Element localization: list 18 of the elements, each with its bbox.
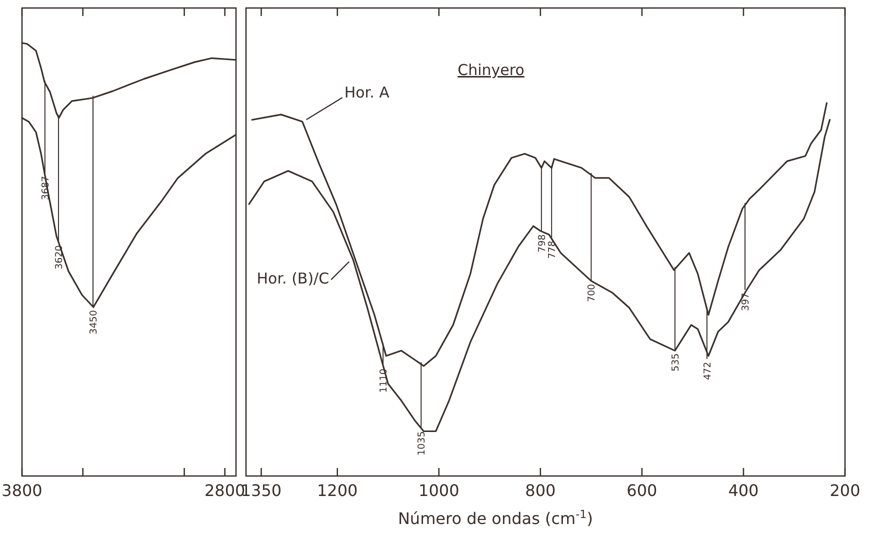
x-tick-label: 600 [626,481,658,500]
annotation: 472 [702,362,714,380]
annotation: 1035 [416,431,428,456]
x-axis-title: Número de ondas (cm$^{-1}$) [398,508,594,528]
annotation: 3450 [88,310,100,334]
x-tick-label: 800 [525,481,556,500]
x-tick-label: 2800 [204,481,246,500]
annotation: 535 [670,353,682,372]
annotation: 700 [586,284,598,302]
x-tick-label: 200 [830,481,860,500]
text: Hor. A [344,84,390,102]
legend-label: Hor. (B)/C [256,270,330,288]
x-tick-label: 1000 [418,481,460,500]
x-tick-label: 1200 [317,481,358,500]
chart-title: Chinyero [458,61,524,79]
x-tick-label: 3800 [2,481,42,500]
x-tick-label: 400 [728,481,759,500]
annotation: 798 [536,234,548,252]
